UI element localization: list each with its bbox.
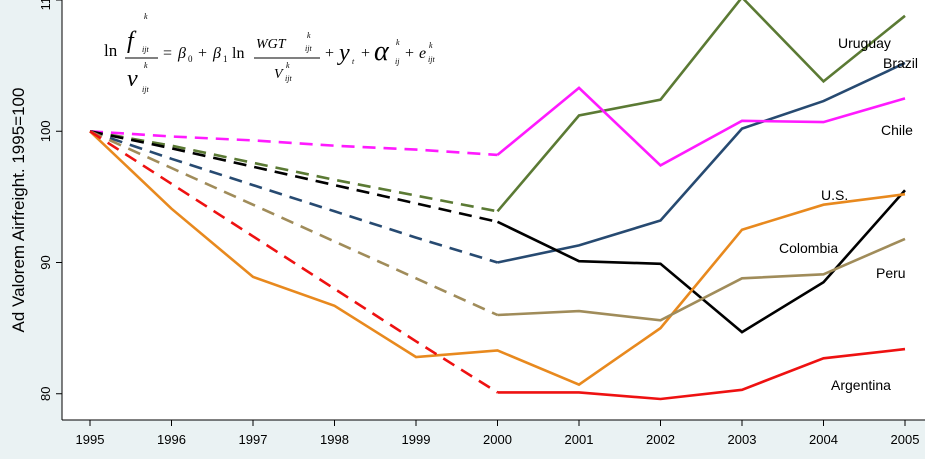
- svg-text:v: v: [127, 66, 138, 92]
- svg-text:k: k: [144, 61, 148, 70]
- svg-text:ijt: ijt: [142, 85, 149, 94]
- series-brazil-line: [497, 61, 906, 264]
- y-tick-label: 110: [38, 0, 53, 10]
- svg-text:ijt: ijt: [305, 44, 312, 53]
- svg-text:WGT: WGT: [256, 37, 287, 52]
- svg-text:f: f: [127, 28, 137, 54]
- series-label-uruguay: Uruguay: [838, 35, 891, 51]
- series-label-peru: Peru: [876, 265, 906, 281]
- series-peru-dashed-line: [89, 130, 499, 317]
- series-chile-line: [496, 86, 906, 167]
- svg-text:α: α: [374, 36, 390, 67]
- svg-text:y: y: [337, 40, 350, 66]
- x-tick-label: 1996: [157, 432, 186, 447]
- svg-text:+: +: [361, 45, 370, 62]
- svg-text:ij: ij: [395, 57, 400, 66]
- svg-text:e: e: [419, 45, 426, 62]
- x-tick-label: 2004: [809, 432, 838, 447]
- series-lines: [89, 0, 906, 401]
- series-peru-line: [497, 237, 906, 322]
- series-label-colombia: Colombia: [779, 240, 838, 256]
- y-tick-label: 100: [38, 120, 53, 142]
- svg-text:k: k: [307, 31, 311, 40]
- x-tick-label: 2002: [646, 432, 675, 447]
- svg-text:ln: ln: [232, 45, 244, 62]
- svg-text:ln: ln: [104, 41, 118, 60]
- axes: 80 90 100 110 1995 1996 1997 1998 1999 2000 2001 20…: [38, 0, 925, 447]
- svg-text:k: k: [429, 41, 433, 50]
- series-brazil-dashed-line: [89, 130, 498, 264]
- equation: ln f k ijt v k ijt = β 0 + β 1 ln WGT k …: [104, 12, 435, 94]
- x-tick-label: 2003: [728, 432, 757, 447]
- series-label-chile: Chile: [881, 122, 913, 138]
- series-colombia-line: [89, 130, 906, 387]
- series-argentina-line: [497, 347, 906, 401]
- svg-text:β: β: [177, 45, 186, 62]
- svg-text:=: =: [163, 45, 172, 62]
- x-tick-label: 1998: [320, 432, 349, 447]
- svg-text:1: 1: [223, 54, 228, 64]
- svg-text:ijt: ijt: [428, 55, 435, 64]
- series-uruguay-dashed-line: [89, 130, 498, 213]
- series-argentina-dashed-line: [89, 130, 499, 394]
- svg-text:t: t: [352, 57, 355, 66]
- x-tick-label: 1995: [76, 432, 105, 447]
- y-axis-label: Ad Valorem Airfreight. 1995=100: [9, 88, 28, 333]
- svg-text:V: V: [274, 67, 284, 82]
- svg-text:β: β: [212, 45, 221, 62]
- series-labels: Uruguay Brazil Chile U.S. Colombia Peru Argent…: [779, 35, 918, 393]
- x-tick-label: 2001: [565, 432, 594, 447]
- series-label-us: U.S.: [821, 187, 848, 203]
- svg-text:ijt: ijt: [285, 74, 292, 83]
- svg-text:k: k: [286, 61, 290, 70]
- y-tick-label: 90: [38, 255, 53, 269]
- series-label-argentina: Argentina: [831, 377, 891, 393]
- svg-text:k: k: [144, 12, 148, 21]
- series-label-brazil: Brazil: [883, 55, 918, 71]
- svg-text:+: +: [325, 45, 334, 62]
- svg-text:+: +: [198, 45, 207, 62]
- y-tick-label: 80: [38, 387, 53, 401]
- x-tick-label: 1997: [239, 432, 268, 447]
- svg-text:k: k: [396, 38, 400, 47]
- svg-text:+: +: [405, 45, 414, 62]
- series-uruguay-line: [496, 0, 906, 213]
- x-tick-label: 2000: [483, 432, 512, 447]
- series-us-dashed-line: [89, 130, 498, 224]
- x-tick-label: 2005: [891, 432, 920, 447]
- x-tick-label: 1999: [402, 432, 431, 447]
- svg-text:ijt: ijt: [142, 45, 149, 54]
- svg-text:0: 0: [188, 54, 193, 64]
- series-chile-dashed-line: [89, 130, 498, 157]
